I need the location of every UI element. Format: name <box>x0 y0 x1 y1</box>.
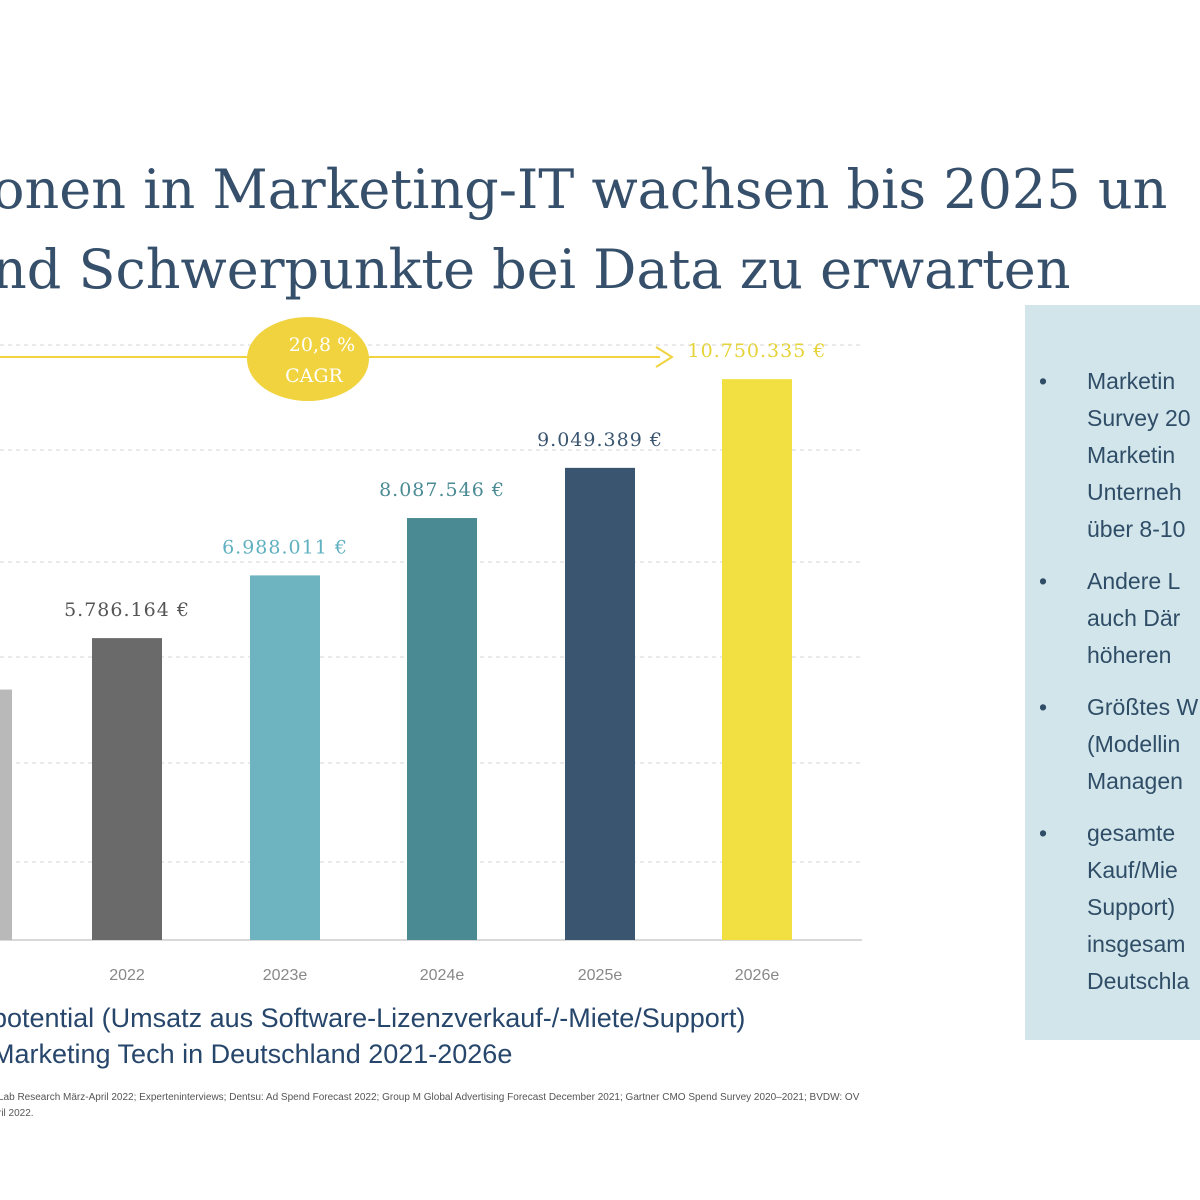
source-note-line-2: ril 2022. <box>0 1108 34 1119</box>
key-finding-text-line: Marketin <box>1087 442 1176 468</box>
source-note-line-1: Lab Research März-April 2022; Expertenin… <box>0 1092 860 1103</box>
key-finding-text-line: Managen <box>1087 768 1183 794</box>
x-tick-label: 2022 <box>109 967 145 984</box>
source-note: Lab Research März-April 2022; Expertenin… <box>0 1090 859 1122</box>
key-finding-item: • Andere L auch Där höheren <box>1025 563 1200 674</box>
bar-value-label: 10.750.335 € <box>688 340 827 362</box>
key-finding-text-line: Unterneh <box>1087 479 1182 505</box>
cagr-arrow-head <box>655 346 674 368</box>
bullet-icon: • <box>1039 820 1048 846</box>
bar <box>0 689 12 940</box>
slide-title-line-2: nd Schwerpunkte bei Data zu erwarten <box>0 238 1071 301</box>
key-finding-text-line: Survey 20 <box>1087 405 1191 431</box>
cagr-label: CAGR <box>285 365 343 387</box>
cagr-arrow: 20,8 % CAGR <box>0 317 674 401</box>
bullet-icon: • <box>1039 368 1048 394</box>
bar <box>722 379 792 941</box>
slide-title: onen in Marketing-IT wachsen bis 2025 un… <box>0 150 1200 310</box>
key-findings-list: • Marketin Survey 20 Marketin Unterneh über 8… <box>1025 363 1200 1015</box>
key-finding-text-line: Deutschla <box>1087 968 1190 994</box>
bar-value-label: 8.087.546 € <box>379 479 505 501</box>
chart-bars <box>0 379 792 941</box>
bar-value-label: 9.049.389 € <box>537 429 663 451</box>
bar <box>250 575 320 940</box>
slide-title-line-1: onen in Marketing-IT wachsen bis 2025 un <box>0 158 1168 221</box>
x-tick-label: 2026e <box>735 967 780 984</box>
bar <box>565 467 635 940</box>
chart-caption-line-2: Marketing Tech in Deutschland 2021-2026e <box>0 1039 513 1069</box>
bar-value-label: 6.988.011 € <box>222 536 348 558</box>
key-finding-text-line: insgesam <box>1087 931 1186 957</box>
x-tick-label: 2025e <box>578 967 623 984</box>
key-finding-item: • Marketin Survey 20 Marketin Unterneh über 8… <box>1025 363 1200 548</box>
chart-x-tick-labels: 2022 2023e 2024e 2025e 2026e <box>109 967 779 984</box>
bar-value-label: 5.786.164 € <box>64 599 190 621</box>
chart-caption-line-1: potential (Umsatz aus Software-Lizenzver… <box>0 1003 746 1033</box>
key-finding-item: • gesamte Kauf/Mie Support) insgesam Deutschl… <box>1025 815 1200 1000</box>
key-finding-text-line: Größtes W <box>1087 694 1199 720</box>
bullet-icon: • <box>1039 568 1048 594</box>
key-finding-text-line: über 8-10 <box>1087 516 1186 542</box>
bullet-icon: • <box>1039 694 1048 720</box>
bar <box>92 638 162 940</box>
x-tick-label: 2023e <box>263 967 308 984</box>
x-tick-label: 2024e <box>420 967 465 984</box>
key-finding-text-line: Kauf/Mie <box>1087 857 1178 883</box>
key-finding-text-line: Support) <box>1087 894 1176 920</box>
chart-data-labels: 8 €5.786.164 €6.988.011 €8.087.546 €9.04… <box>64 340 827 621</box>
bar <box>407 518 477 940</box>
cagr-value: 20,8 % <box>289 334 355 356</box>
key-finding-text-line: höheren <box>1087 642 1172 668</box>
key-findings-box: • Marketin Survey 20 Marketin Unterneh über 8… <box>1025 305 1200 1040</box>
key-finding-text-line: gesamte <box>1087 820 1176 846</box>
key-finding-text-line: (Modellin <box>1087 731 1181 757</box>
key-finding-text-line: auch Där <box>1087 605 1181 631</box>
bar-chart: 20,8 %CAGR 8 €5.786.164 €6.988.011 €8.08… <box>0 317 862 984</box>
key-finding-text-line: Andere L <box>1087 568 1181 594</box>
key-finding-item: • Größtes W (Modellin Managen <box>1025 689 1200 800</box>
key-finding-text-line: Marketin <box>1087 368 1176 394</box>
cagr-ellipse <box>247 317 369 401</box>
chart-caption: potential (Umsatz aus Software-Lizenzver… <box>0 1000 745 1072</box>
